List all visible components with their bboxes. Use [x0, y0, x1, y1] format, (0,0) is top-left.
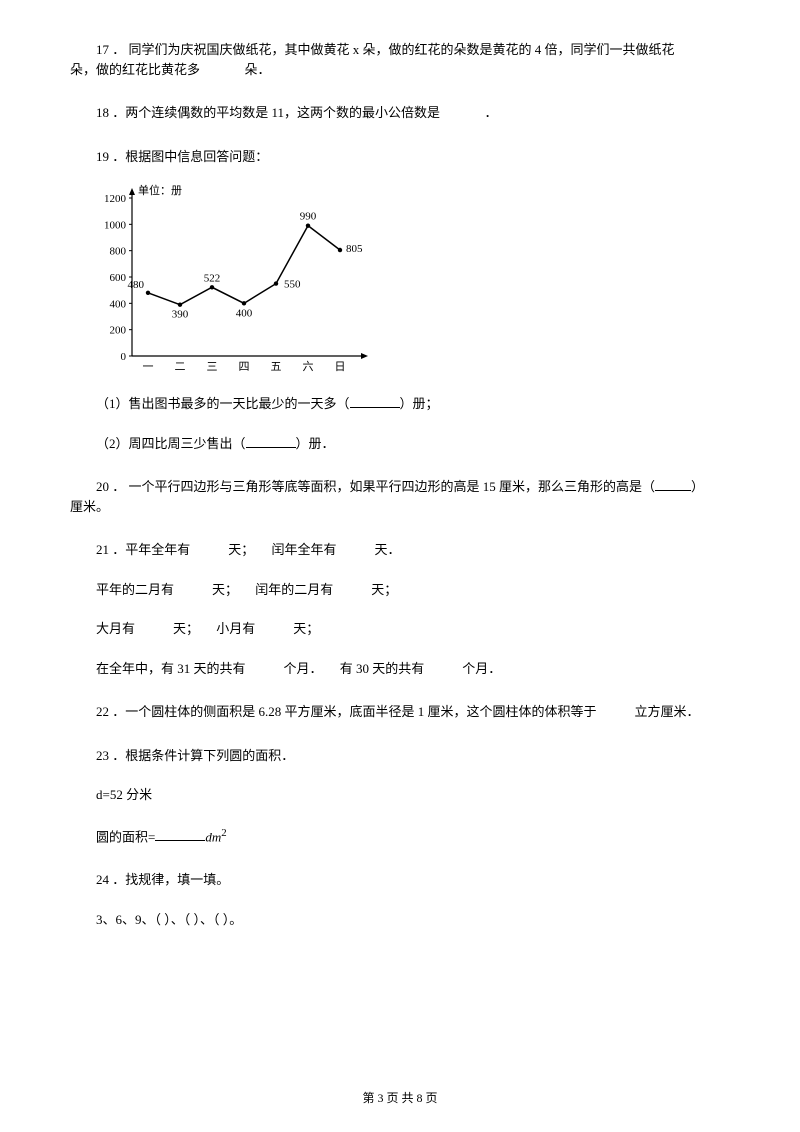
q20-pre: 20 ． 一个平行四边形与三角形等底等面积，如果平行四边形的高是 15 厘米，那…	[96, 479, 655, 494]
q23-text: 23 ．根据条件计算下列圆的面积．	[70, 746, 730, 766]
svg-text:日: 日	[335, 361, 346, 373]
svg-text:1200: 1200	[104, 193, 127, 205]
svg-text:单位：册: 单位：册	[138, 183, 182, 197]
question-21: 21 ．平年全年有天； 闰年全年有天． 平年的二月有天； 闰年的二月有天； 大月…	[70, 540, 730, 678]
q23-unit-dm: dm	[205, 829, 221, 844]
q21-l1c: 闰年全年有	[272, 542, 337, 557]
line-chart: 单位：册 0 200 400 600 800 1000 1200 一 二 三 四 五 六 日 480 390 52…	[90, 180, 370, 380]
svg-text:550: 550	[284, 279, 301, 291]
q21-l2a: 平年的二月有	[96, 582, 174, 597]
svg-text:五: 五	[271, 361, 282, 373]
svg-text:600: 600	[110, 272, 127, 284]
svg-text:480: 480	[128, 279, 145, 291]
q21-l4a: 在全年中，有 31 天的共有	[96, 661, 246, 676]
svg-text:四: 四	[239, 361, 250, 373]
q22-pre: 22 ．一个圆柱体的侧面积是 6.28 平方厘米，底面半径是 1 厘米，这个圆柱…	[96, 704, 597, 719]
svg-text:990: 990	[300, 211, 317, 223]
svg-text:二: 二	[175, 361, 186, 373]
q20-line2: 厘米。	[70, 497, 730, 517]
page-footer: 第 3 页 共 8 页	[0, 1089, 800, 1107]
svg-text:三: 三	[207, 361, 218, 373]
svg-text:0: 0	[121, 351, 127, 363]
q19-sub1: （1）售出图书最多的一天比最少的一天多（ ）册；	[70, 394, 730, 414]
q19-sub2: （2）周四比周三少售出（ ）册．	[70, 434, 730, 454]
svg-text:805: 805	[346, 243, 363, 255]
q21-l3a: 大月有	[96, 621, 135, 636]
q19-sub1-post: ）册；	[400, 396, 439, 411]
q19-text: 19 ．根据图中信息回答问题：	[70, 147, 730, 167]
svg-text:一: 一	[143, 361, 154, 373]
q21-l3b: 天；	[173, 621, 199, 636]
q23-area: 圆的面积= dm2	[70, 825, 730, 847]
q21-l1d: 天．	[375, 542, 401, 557]
q22-post: 立方厘米．	[635, 704, 700, 719]
q23-given: d=52 分米	[70, 785, 730, 805]
q19-sub2-post: ）册．	[296, 436, 335, 451]
svg-text:390: 390	[172, 309, 189, 321]
svg-text:200: 200	[110, 325, 127, 337]
q17-l2-post: 朵．	[245, 62, 271, 77]
svg-text:400: 400	[110, 298, 127, 310]
q17-l2-pre: 朵，做的红花比黄花多	[70, 62, 200, 77]
question-20: 20 ． 一个平行四边形与三角形等底等面积，如果平行四边形的高是 15 厘米，那…	[70, 477, 730, 516]
q23-unit-sup: 2	[221, 827, 226, 839]
q20-post: ）	[691, 479, 704, 494]
question-19: 19 ．根据图中信息回答问题： 单位：册 0 200 400 600 800 1000 120…	[70, 147, 730, 454]
q17-line2: 朵，做的红花比黄花多 朵．	[70, 60, 730, 80]
q21-l4b: 个月．	[284, 661, 323, 676]
q21-l4c: 有 30 天的共有	[340, 661, 425, 676]
q19-sub2-pre: （2）周四比周三少售出（	[96, 436, 246, 451]
q21-line3: 大月有 天； 小月有 天；	[70, 619, 730, 639]
blank	[155, 827, 205, 841]
q21-l4d: 个月．	[462, 661, 501, 676]
svg-text:六: 六	[303, 360, 314, 373]
q21-l2c: 闰年的二月有	[255, 582, 333, 597]
q21-l3c: 小月有	[216, 621, 255, 636]
q18-pre: 18 ．两个连续偶数的平均数是 11，这两个数的最小公倍数是	[96, 105, 440, 120]
svg-text:800: 800	[110, 246, 127, 258]
question-17: 17 ． 同学们为庆祝国庆做纸花，其中做黄花 x 朵，做的红花的朵数是黄花的 4…	[70, 40, 730, 79]
q24-seq: 3、6、9、（ ）、（ ）、（ ）。	[70, 910, 730, 930]
q21-l2d: 天；	[371, 582, 397, 597]
q21-line2: 平年的二月有 天； 闰年的二月有 天；	[70, 580, 730, 600]
svg-text:400: 400	[236, 307, 253, 319]
svg-text:522: 522	[204, 272, 221, 284]
question-24: 24 ．找规律，填一填。 3、6、9、（ ）、（ ）、（ ）。	[70, 870, 730, 929]
q21-l3d: 天；	[293, 621, 319, 636]
q21-line4: 在全年中，有 31 天的共有 个月． 有 30 天的共有 个月．	[70, 659, 730, 679]
q21-l1b: 天；	[228, 542, 254, 557]
question-22: 22 ．一个圆柱体的侧面积是 6.28 平方厘米，底面半径是 1 厘米，这个圆柱…	[70, 702, 730, 722]
blank	[350, 394, 400, 408]
blank	[246, 434, 296, 448]
q21-line1: 21 ．平年全年有 天； 闰年全年有 天．	[70, 540, 730, 560]
question-23: 23 ．根据条件计算下列圆的面积． d=52 分米 圆的面积= dm2	[70, 746, 730, 847]
q19-sub1-pre: （1）售出图书最多的一天比最少的一天多（	[96, 396, 350, 411]
q21-l2b: 天；	[212, 582, 238, 597]
q23-area-label: 圆的面积=	[96, 829, 155, 844]
question-18: 18 ．两个连续偶数的平均数是 11，这两个数的最小公倍数是 ．	[70, 103, 730, 123]
q18-post: ．	[485, 105, 498, 120]
blank	[655, 477, 691, 491]
q17-line1: 17 ． 同学们为庆祝国庆做纸花，其中做黄花 x 朵，做的红花的朵数是黄花的 4…	[70, 40, 730, 60]
q21-l1a: 21 ．平年全年有	[96, 542, 190, 557]
q24-text: 24 ．找规律，填一填。	[70, 870, 730, 890]
q20-line1: 20 ． 一个平行四边形与三角形等底等面积，如果平行四边形的高是 15 厘米，那…	[70, 477, 730, 497]
svg-text:1000: 1000	[104, 219, 127, 231]
